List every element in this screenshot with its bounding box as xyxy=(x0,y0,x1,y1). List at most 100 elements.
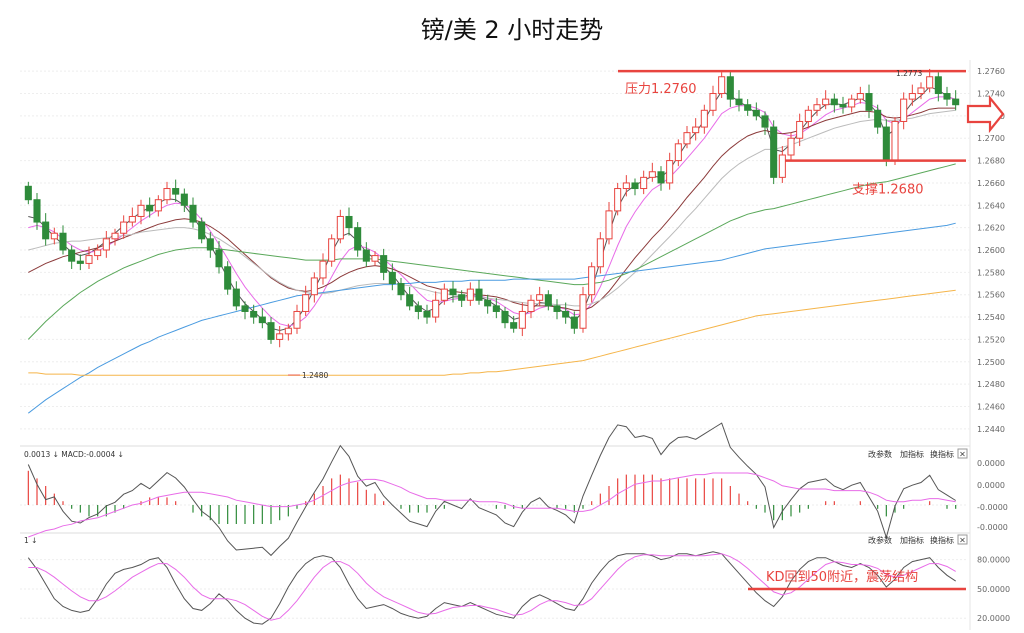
kd-header: 1 ↓ xyxy=(24,536,37,545)
candle-body xyxy=(284,327,292,335)
candle-body xyxy=(94,249,102,257)
candle-body xyxy=(553,305,561,312)
macd-y-tick: -0.0000 xyxy=(977,503,1008,512)
candle-body xyxy=(527,299,535,312)
candle-body xyxy=(59,232,67,251)
ma-line-6 xyxy=(28,289,956,376)
close-icon-kd[interactable] xyxy=(957,534,968,545)
candle-body xyxy=(674,143,682,162)
candle-body xyxy=(640,176,648,190)
candle-body xyxy=(666,160,674,184)
candle-body xyxy=(683,132,691,145)
candle-body xyxy=(744,104,752,111)
btn-switch-macd[interactable]: 换指标 xyxy=(930,449,954,459)
candle-body xyxy=(250,310,258,318)
candle-body xyxy=(822,98,830,106)
candle-body xyxy=(276,333,284,340)
btn-add-macd[interactable]: 加指标 xyxy=(900,449,924,459)
candle-body xyxy=(206,238,214,251)
candle-body xyxy=(718,76,726,95)
close-icon-macd[interactable] xyxy=(957,448,968,459)
candle-body xyxy=(874,109,882,128)
candle-body xyxy=(934,76,942,95)
candle-body xyxy=(154,199,162,212)
close-label-kd: × xyxy=(959,536,966,545)
btn-add-kd[interactable]: 加指标 xyxy=(900,535,924,545)
macd-y-tick: 0.0000 xyxy=(977,459,1005,468)
candle-body xyxy=(588,266,596,296)
candle-body xyxy=(484,299,492,307)
macd-y-tick: -0.0000 xyxy=(977,523,1008,532)
candle-body xyxy=(388,271,396,285)
y-tick-label: 1.2620 xyxy=(977,224,1005,233)
candle-body xyxy=(180,193,188,206)
candle-body xyxy=(796,120,804,139)
candle-body xyxy=(562,310,570,318)
candle-body xyxy=(406,294,414,307)
macd-header: 0.0013 ↓ MACD:-0.0004 ↓ xyxy=(24,450,124,459)
candle-body xyxy=(76,260,84,264)
candle-body xyxy=(865,93,873,111)
candle-body xyxy=(362,249,370,262)
candle-body xyxy=(128,215,136,223)
candle-body xyxy=(466,288,474,301)
candle-body xyxy=(137,204,145,217)
kd-y-tick: 80.0000 xyxy=(977,556,1010,565)
close-label-macd: × xyxy=(959,450,966,459)
candle-body xyxy=(397,283,405,296)
candle-body xyxy=(735,98,743,106)
candle-body xyxy=(302,294,310,312)
candle-body xyxy=(501,310,509,324)
candle-body xyxy=(458,294,466,301)
macd-y-tick: 0.0000 xyxy=(977,481,1005,490)
candle-body xyxy=(215,249,223,268)
candle-body xyxy=(761,115,769,128)
candle-body xyxy=(68,249,76,262)
candle-body xyxy=(102,238,110,251)
candle-body xyxy=(614,188,622,212)
candle-body xyxy=(770,126,778,178)
candle-body xyxy=(172,188,180,195)
ma-line-5 xyxy=(27,222,956,414)
y-tick-label: 1.2520 xyxy=(977,335,1005,344)
candle-body xyxy=(198,221,206,240)
candle-body xyxy=(24,185,32,201)
candle-body xyxy=(692,126,700,134)
y-tick-label: 1.2700 xyxy=(977,134,1005,143)
candle-body xyxy=(752,109,760,117)
candle-body xyxy=(778,154,786,178)
candle-body xyxy=(605,210,613,240)
kd-y-tick: 50.0000 xyxy=(977,585,1010,594)
candle-body xyxy=(908,93,916,100)
y-tick-label: 1.2660 xyxy=(977,179,1005,188)
kd-d-line xyxy=(28,553,956,621)
y-tick-label: 1.2560 xyxy=(977,291,1005,300)
candle-body xyxy=(328,238,336,262)
y-tick-label: 1.2600 xyxy=(977,246,1005,255)
candle-body xyxy=(224,266,232,290)
btn-switch-kd[interactable]: 换指标 xyxy=(930,535,954,545)
candle-body xyxy=(709,93,717,111)
y-tick-label: 1.2640 xyxy=(977,201,1005,210)
candle-body xyxy=(570,316,578,329)
candle-body xyxy=(492,305,500,312)
candle-body xyxy=(258,316,266,324)
candle-body xyxy=(50,232,58,240)
support-label: 支撑1.2680 xyxy=(852,183,924,198)
macd-dif-line xyxy=(27,422,956,557)
candle-body xyxy=(856,93,864,100)
btn-param-kd[interactable]: 改参数 xyxy=(868,535,892,545)
candle-body xyxy=(726,76,734,100)
btn-param-macd[interactable]: 改参数 xyxy=(868,449,892,459)
candle-body xyxy=(449,288,457,296)
candle-body xyxy=(518,310,526,329)
candle-body xyxy=(371,255,379,262)
candle-body xyxy=(163,188,171,201)
y-tick-label: 1.2740 xyxy=(977,90,1005,99)
candle-body xyxy=(85,255,93,264)
low-price-label: 1.2480 xyxy=(302,371,328,380)
macd-dea-line xyxy=(28,472,956,538)
candle-body xyxy=(926,76,934,89)
right-arrow-icon xyxy=(966,94,1005,134)
